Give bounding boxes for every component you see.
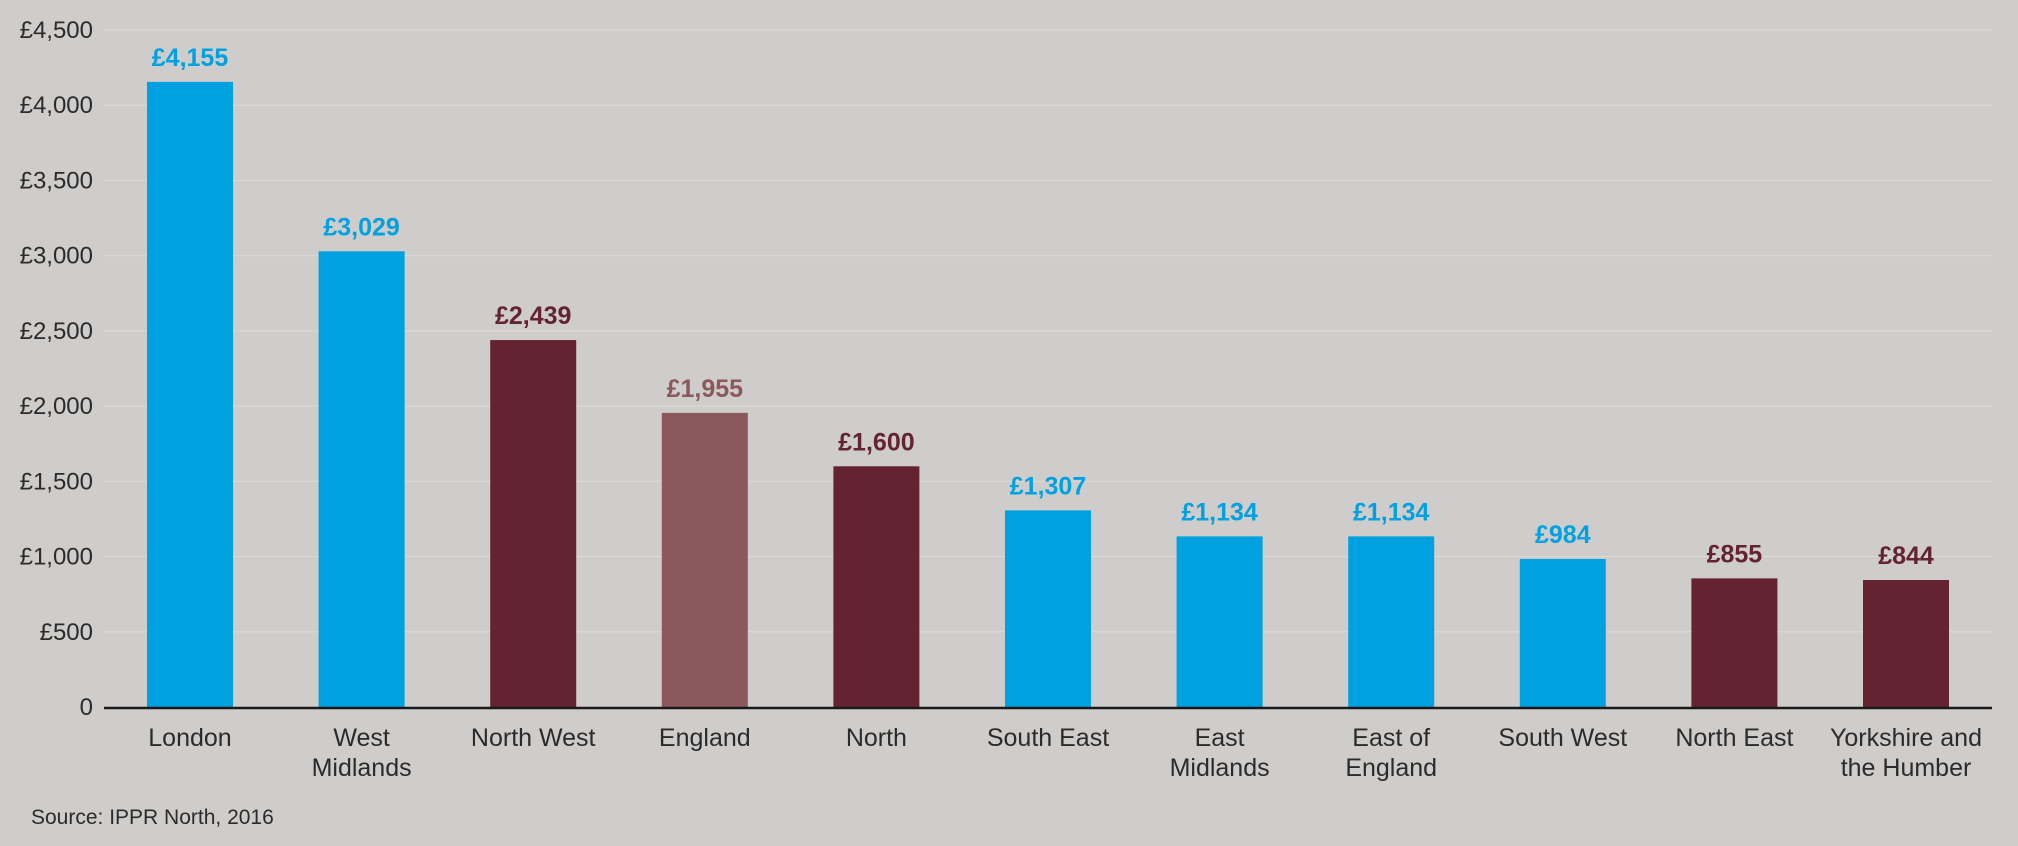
data-label: £1,307 (1010, 472, 1086, 500)
data-label: £984 (1535, 521, 1591, 549)
data-label: £2,439 (495, 302, 571, 330)
gridlines (104, 29, 1992, 633)
data-label: £855 (1707, 540, 1763, 568)
y-tick-label: £1,500 (20, 468, 93, 495)
x-tick-label: South East (987, 724, 1109, 752)
bar (1176, 536, 1263, 707)
y-tick-label: £4,500 (20, 17, 93, 44)
y-tick-label: £4,000 (20, 92, 93, 119)
bar (1005, 510, 1091, 707)
bars (147, 81, 1949, 708)
y-tick-label: 0 (80, 694, 93, 721)
bar (1519, 558, 1606, 707)
x-tick-label: East Midlands (1170, 724, 1270, 782)
x-tick-label: Yorkshire and the Humber (1830, 724, 1982, 782)
x-tick-label: East of England (1345, 724, 1437, 782)
bar (1863, 580, 1949, 707)
bar (661, 412, 748, 707)
data-label: £4,155 (152, 44, 229, 72)
source-note: Source: IPPR North, 2016 (31, 806, 274, 829)
y-tick-label: £1,000 (20, 544, 93, 571)
x-tick-label: London (148, 724, 231, 752)
bar (318, 251, 405, 707)
y-tick-label: £3,000 (20, 243, 93, 270)
data-label: £3,029 (323, 213, 399, 241)
data-label: £1,955 (667, 375, 744, 403)
x-tick-label: North East (1675, 724, 1793, 752)
y-tick-label: £2,500 (20, 318, 93, 345)
x-tick-label: North (846, 724, 907, 752)
data-label: £844 (1878, 542, 1934, 570)
y-tick-label: £500 (40, 619, 93, 646)
bar (1348, 536, 1435, 707)
y-tick-label: £3,500 (20, 167, 93, 194)
x-tick-label: West Midlands (312, 724, 412, 782)
x-tick-label: North West (471, 724, 596, 752)
x-axis: London West Midlands North West England North… (104, 706, 1992, 782)
bar (147, 81, 233, 708)
bar (490, 340, 577, 707)
data-label: £1,134 (1181, 498, 1258, 526)
data-labels: £4,155 £3,029 £2,439 £1,955 £1,600 £1,307 £1,1… (152, 44, 1934, 570)
x-tick-label: England (659, 724, 751, 752)
data-label: £1,134 (1353, 498, 1430, 526)
bar (1691, 578, 1778, 707)
y-tick-label: £2,000 (20, 393, 93, 420)
bar (833, 466, 920, 707)
data-label: £1,600 (838, 428, 914, 456)
y-axis: 0 £500 £1,000 £1,500 £2,000 £2,500 £3,000 £3,50… (20, 17, 93, 721)
x-tick-label: South West (1498, 724, 1627, 752)
